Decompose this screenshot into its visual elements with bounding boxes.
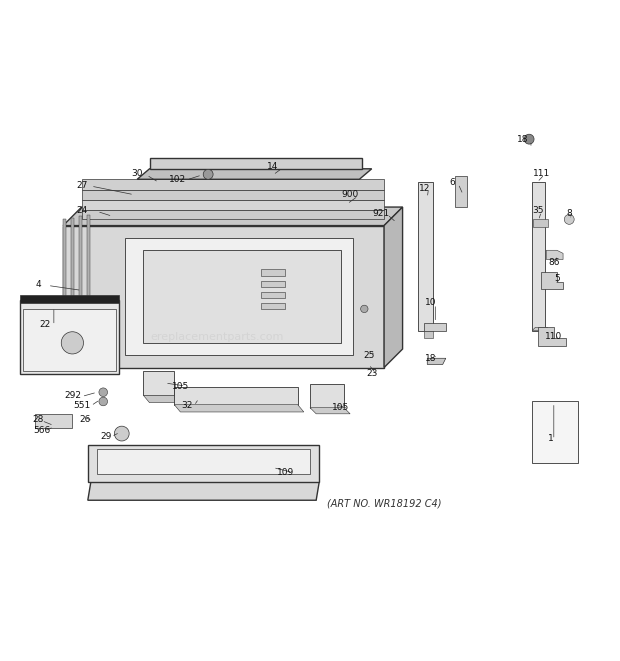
Polygon shape <box>143 251 341 343</box>
FancyBboxPatch shape <box>260 270 285 276</box>
Text: 18: 18 <box>517 135 529 143</box>
Text: 27: 27 <box>76 181 87 190</box>
Text: 6: 6 <box>449 178 455 187</box>
Text: 111: 111 <box>533 169 550 178</box>
Circle shape <box>114 426 129 441</box>
Text: 12: 12 <box>418 184 430 193</box>
Text: 14: 14 <box>267 163 278 171</box>
Circle shape <box>99 388 107 397</box>
Text: 105: 105 <box>332 403 350 412</box>
FancyBboxPatch shape <box>149 158 363 169</box>
Text: 109: 109 <box>277 468 294 477</box>
FancyBboxPatch shape <box>20 295 118 303</box>
Polygon shape <box>424 323 446 330</box>
Polygon shape <box>71 217 74 364</box>
Text: 24: 24 <box>76 206 87 215</box>
Text: 292: 292 <box>64 391 81 400</box>
Text: (ART NO. WR18192 C4): (ART NO. WR18192 C4) <box>327 498 441 508</box>
Text: 23: 23 <box>366 369 378 378</box>
Text: 5: 5 <box>554 274 560 282</box>
Polygon shape <box>455 176 467 207</box>
FancyBboxPatch shape <box>260 292 285 298</box>
Polygon shape <box>427 358 446 364</box>
Polygon shape <box>125 238 353 355</box>
Polygon shape <box>88 482 319 500</box>
Polygon shape <box>82 190 384 200</box>
Text: 110: 110 <box>545 332 562 341</box>
Polygon shape <box>533 219 547 227</box>
Circle shape <box>524 134 534 144</box>
Circle shape <box>99 397 107 406</box>
Text: 8: 8 <box>566 209 572 217</box>
FancyBboxPatch shape <box>174 387 298 405</box>
Text: 105: 105 <box>172 381 189 391</box>
FancyBboxPatch shape <box>310 384 344 408</box>
Text: 26: 26 <box>79 416 91 424</box>
Polygon shape <box>310 408 350 414</box>
Text: 86: 86 <box>548 258 560 267</box>
Circle shape <box>203 169 213 179</box>
Polygon shape <box>63 219 66 368</box>
Polygon shape <box>63 207 402 225</box>
FancyBboxPatch shape <box>88 445 319 482</box>
Text: 29: 29 <box>100 432 112 441</box>
FancyBboxPatch shape <box>143 371 174 395</box>
Text: 4: 4 <box>35 280 42 289</box>
Text: 10: 10 <box>425 298 436 307</box>
Polygon shape <box>82 200 384 210</box>
Polygon shape <box>63 225 384 368</box>
Circle shape <box>61 332 84 354</box>
Polygon shape <box>82 210 384 219</box>
Text: 28: 28 <box>33 416 44 424</box>
Text: 921: 921 <box>373 209 389 217</box>
Text: 30: 30 <box>131 169 143 178</box>
FancyBboxPatch shape <box>35 414 73 428</box>
FancyBboxPatch shape <box>532 182 544 330</box>
Polygon shape <box>79 216 82 360</box>
Polygon shape <box>532 327 547 330</box>
Polygon shape <box>82 179 384 190</box>
Text: 25: 25 <box>363 351 374 360</box>
Polygon shape <box>20 299 118 373</box>
Text: 566: 566 <box>33 426 50 435</box>
Polygon shape <box>538 327 566 346</box>
Text: 900: 900 <box>342 190 359 199</box>
Polygon shape <box>143 395 180 403</box>
Polygon shape <box>87 215 91 356</box>
Polygon shape <box>174 405 304 412</box>
Circle shape <box>361 305 368 313</box>
Circle shape <box>564 214 574 224</box>
Text: 551: 551 <box>73 401 91 410</box>
Text: 22: 22 <box>39 320 50 329</box>
Text: 102: 102 <box>169 175 186 184</box>
Polygon shape <box>424 330 433 338</box>
Polygon shape <box>546 251 563 260</box>
FancyBboxPatch shape <box>418 182 433 330</box>
FancyBboxPatch shape <box>23 309 115 371</box>
Polygon shape <box>541 272 563 289</box>
Text: 18: 18 <box>425 354 436 363</box>
FancyBboxPatch shape <box>97 449 310 474</box>
FancyBboxPatch shape <box>260 280 285 287</box>
Polygon shape <box>384 207 402 368</box>
Text: 1: 1 <box>548 434 554 443</box>
Text: 32: 32 <box>181 401 192 410</box>
Text: ereplacementparts.com: ereplacementparts.com <box>151 332 284 342</box>
FancyBboxPatch shape <box>260 303 285 309</box>
Text: 35: 35 <box>533 206 544 215</box>
FancyBboxPatch shape <box>532 401 578 463</box>
Polygon shape <box>137 169 372 179</box>
